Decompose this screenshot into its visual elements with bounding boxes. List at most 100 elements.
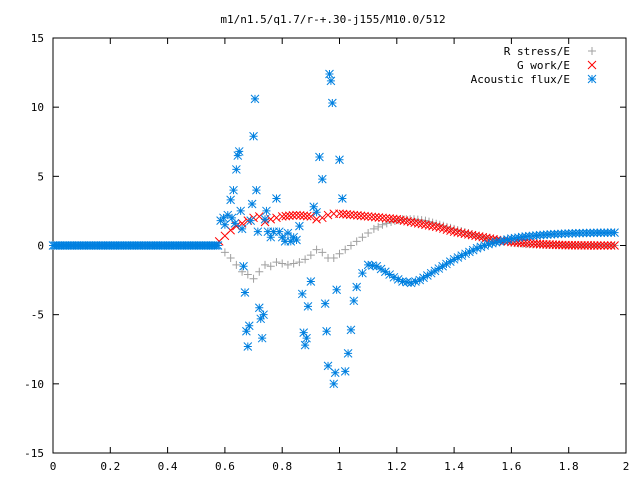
data-point	[285, 211, 294, 221]
legend-label: G work/E	[517, 59, 570, 72]
data-point	[277, 212, 287, 221]
data-point	[465, 247, 474, 257]
data-point	[442, 259, 451, 269]
x-tick-label: 1.2	[387, 460, 407, 473]
data-point	[385, 270, 394, 279]
data-point	[349, 296, 359, 306]
data-point	[442, 225, 452, 234]
y-tick-label: 15	[31, 32, 44, 45]
y-tick-label: 0	[37, 240, 44, 253]
data-point	[295, 221, 304, 231]
data-point	[517, 232, 527, 242]
data-point	[335, 209, 344, 219]
legend-marker	[588, 47, 596, 55]
data-point	[269, 227, 278, 237]
x-tick-label: 1.6	[501, 460, 521, 473]
data-point	[468, 245, 478, 255]
series-layer	[48, 69, 619, 389]
data-point	[413, 219, 423, 228]
data-point	[510, 233, 520, 243]
data-point	[449, 254, 459, 264]
data-point	[340, 367, 350, 376]
data-point	[312, 214, 321, 224]
data-point	[281, 211, 291, 221]
data-point	[435, 223, 445, 232]
data-point	[343, 349, 353, 358]
data-point	[415, 275, 425, 285]
data-point	[388, 214, 398, 224]
data-point	[303, 302, 313, 311]
data-point	[583, 241, 593, 250]
data-point	[239, 261, 248, 271]
data-point	[449, 227, 459, 237]
data-point	[367, 212, 377, 222]
data-point	[342, 210, 352, 219]
legend-label: R stress/E	[504, 45, 570, 58]
data-point	[338, 209, 348, 219]
data-point	[503, 235, 512, 244]
y-tick-label: -10	[24, 378, 44, 391]
data-point	[266, 232, 276, 242]
chart-title: m1/n1.5/q1.7/r-+.30-j155/M10.0/512	[220, 13, 445, 26]
data-point	[398, 277, 407, 286]
data-point	[376, 264, 386, 274]
data-point	[297, 289, 307, 299]
data-point	[460, 229, 470, 239]
data-point	[246, 216, 256, 225]
data-point	[349, 210, 359, 220]
data-point	[423, 271, 432, 280]
data-point	[299, 211, 309, 221]
data-point	[419, 273, 428, 283]
data-point	[345, 210, 355, 220]
data-point	[392, 214, 402, 224]
data-point	[318, 248, 327, 257]
x-tick-label: 1.8	[559, 460, 579, 473]
data-point	[312, 245, 321, 254]
data-point	[352, 282, 362, 292]
x-tick-label: 1	[336, 460, 343, 473]
data-point	[338, 194, 347, 203]
data-point	[385, 214, 394, 223]
data-point	[329, 253, 338, 262]
data-point	[249, 131, 258, 141]
data-point	[372, 261, 382, 271]
data-point	[368, 261, 377, 270]
data-point	[603, 241, 613, 250]
data-point	[369, 224, 378, 233]
data-point	[374, 213, 384, 222]
data-point	[411, 277, 420, 286]
data-point	[250, 94, 260, 104]
data-point	[292, 235, 301, 245]
data-point	[320, 299, 330, 308]
data-point	[374, 222, 383, 231]
data-point	[243, 342, 253, 351]
data-point	[434, 264, 444, 273]
data-point	[378, 213, 387, 223]
data-point	[457, 251, 467, 260]
data-point	[592, 241, 602, 250]
data-point	[606, 241, 616, 250]
data-point	[253, 227, 263, 237]
data-point	[461, 249, 470, 259]
data-point	[306, 277, 316, 286]
data-point	[464, 230, 473, 239]
x-tick-label: 0.8	[272, 460, 292, 473]
data-point	[292, 210, 301, 220]
data-point	[346, 241, 355, 250]
data-point	[467, 230, 477, 240]
data-point	[352, 237, 361, 246]
x-tick-label: 2	[623, 460, 630, 473]
data-point	[491, 237, 501, 247]
data-point	[266, 262, 275, 271]
data-point	[439, 224, 448, 233]
data-point	[356, 211, 366, 221]
data-point	[272, 258, 281, 267]
data-point	[393, 275, 403, 284]
data-point	[364, 229, 373, 238]
data-point	[240, 288, 250, 297]
data-point	[507, 234, 516, 243]
data-point	[484, 239, 493, 249]
data-point	[406, 278, 416, 288]
